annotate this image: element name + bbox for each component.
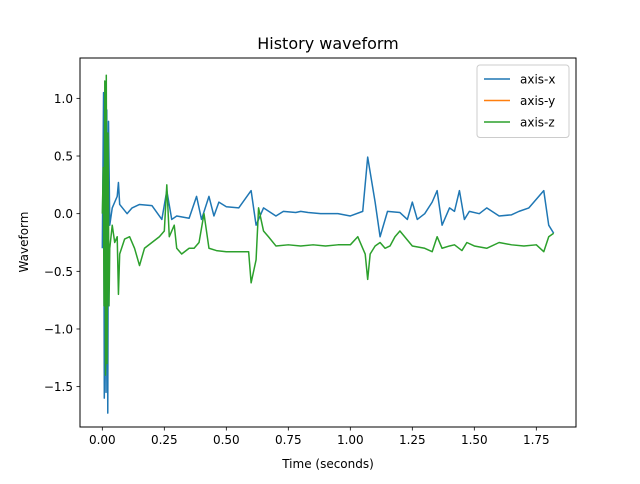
legend-label-axis-y: axis-y — [520, 94, 555, 108]
x-tick-label: 1.25 — [399, 433, 426, 447]
x-tick-label: 1.00 — [337, 433, 364, 447]
y-tick-label: 0.0 — [54, 207, 73, 221]
x-axis: 0.00 0.25 0.50 0.75 1.00 1.25 1.50 1.75 — [89, 427, 550, 447]
series-line-axis-x — [101, 91, 555, 414]
y-tick-label: −1.0 — [44, 322, 73, 336]
axes-frame — [79, 57, 577, 428]
y-tick-label: −0.5 — [44, 265, 73, 279]
chart-title: History waveform — [257, 34, 399, 53]
x-tick-label: 1.75 — [523, 433, 550, 447]
plot-area — [101, 74, 555, 414]
x-tick-label: 0.50 — [213, 433, 240, 447]
y-tick-label: 0.5 — [54, 150, 73, 164]
legend-label-axis-x: axis-x — [520, 73, 555, 87]
x-tick-label: 0.75 — [275, 433, 302, 447]
legend-box — [476, 64, 570, 138]
y-axis-label: Waveform — [17, 212, 31, 273]
y-axis: −1.5 −1.0 −0.5 0.0 0.5 1.0 — [44, 92, 80, 394]
x-axis-label: Time (seconds) — [281, 457, 374, 471]
y-tick-label: 1.0 — [54, 92, 73, 106]
x-tick-label: 1.50 — [461, 433, 488, 447]
x-tick-label: 0.25 — [151, 433, 178, 447]
legend-label-axis-z: axis-z — [520, 116, 555, 130]
x-tick-label: 0.00 — [89, 433, 116, 447]
y-tick-label: −1.5 — [44, 380, 73, 394]
series-line-axis-z — [101, 74, 555, 376]
legend: axis-x axis-y axis-z — [476, 64, 570, 138]
